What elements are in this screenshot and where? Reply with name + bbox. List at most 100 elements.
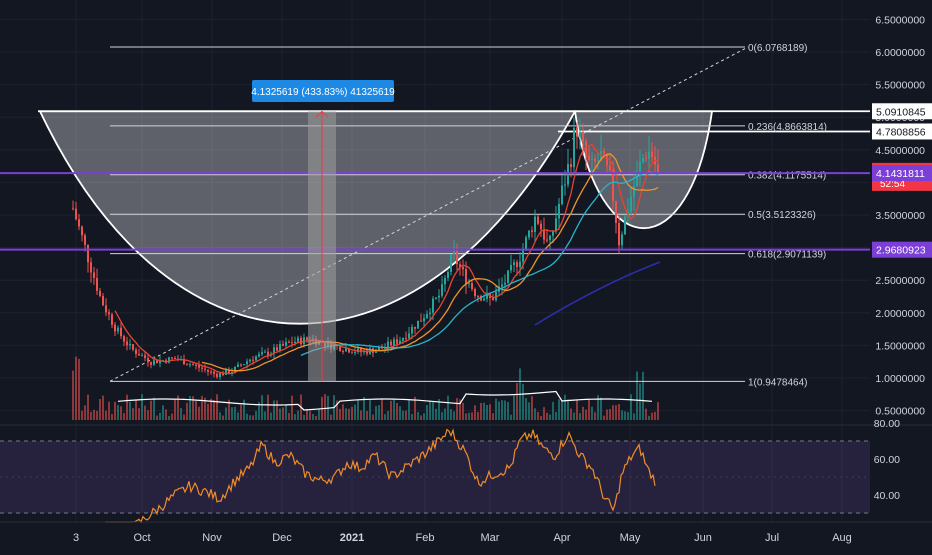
candle-body — [405, 337, 407, 339]
volume-bar — [246, 413, 248, 420]
candle-body — [543, 229, 545, 240]
volume-bar — [375, 406, 377, 420]
volume-bar — [498, 401, 500, 420]
price-axis-label: 2.0000000 — [875, 308, 925, 320]
volume-bar — [507, 401, 509, 420]
candle-body — [471, 283, 473, 289]
volume-bar — [87, 394, 89, 420]
volume-bar — [450, 409, 452, 420]
candle-body — [339, 345, 341, 352]
candle-body — [288, 342, 290, 344]
price-axis-label: 3.5000000 — [875, 210, 925, 222]
volume-bar — [234, 406, 236, 420]
volume-bar — [72, 370, 74, 420]
candle-body — [135, 349, 137, 355]
volume-bar — [444, 408, 446, 420]
candle-body — [213, 371, 215, 374]
volume-bar — [486, 404, 488, 420]
candle-body — [81, 226, 83, 236]
volume-bar — [381, 398, 383, 420]
volume-bar — [558, 399, 560, 420]
candle-body — [96, 278, 98, 291]
volume-bar — [171, 413, 173, 420]
candle-body — [174, 358, 176, 360]
time-axis-label: 3 — [73, 532, 79, 544]
price-axis-label: 6.5000000 — [875, 14, 925, 26]
candle-body — [111, 314, 113, 325]
candle-body — [444, 277, 446, 285]
candle-body — [633, 186, 635, 197]
ma-mid-line — [201, 152, 659, 372]
candle-body — [198, 365, 200, 368]
volume-bar — [429, 400, 431, 420]
volume-bar — [372, 414, 374, 420]
candle-body — [138, 354, 140, 356]
candle-body — [183, 358, 185, 365]
volume-bar — [534, 408, 536, 420]
candle-body — [75, 208, 77, 220]
volume-bar — [90, 411, 92, 420]
candle-body — [480, 296, 482, 301]
candle-body — [630, 196, 632, 212]
volume-bar — [603, 415, 605, 420]
candle-body — [360, 348, 362, 353]
fib-label: 0(6.0768189) — [748, 43, 808, 54]
price-axis-label: 0.5000000 — [875, 406, 925, 418]
candle-body — [459, 264, 461, 267]
candle-body — [474, 288, 476, 296]
volume-bar — [477, 412, 479, 420]
price-tag-box — [872, 241, 932, 258]
volume-bar — [573, 412, 575, 420]
time-axis-label: Feb — [416, 532, 435, 544]
ma-long-line — [534, 261, 661, 326]
candle-body — [564, 184, 566, 186]
candle-body — [426, 314, 428, 319]
volume-bar — [513, 395, 515, 420]
price-axis[interactable]: 6.50000006.00000005.50000005.00000004.50… — [872, 14, 932, 502]
candle-body — [108, 312, 110, 315]
volume-bar — [612, 405, 614, 420]
time-axis-label: Apr — [553, 532, 570, 544]
candle-body — [414, 326, 416, 329]
volume-bar — [480, 403, 482, 420]
candle-body — [519, 261, 521, 267]
candle-body — [597, 160, 599, 162]
volume-bar — [465, 413, 467, 420]
volume-bar — [435, 408, 437, 420]
volume-bar — [174, 399, 176, 420]
candle-body — [189, 364, 191, 366]
candle-body — [423, 318, 425, 322]
candle-body — [510, 264, 512, 271]
volume-bar — [162, 405, 164, 420]
candle-body — [168, 357, 170, 363]
drawings[interactable]: 4.1325619 (433.83%) 41325619 — [0, 80, 870, 382]
candle-body — [609, 165, 611, 171]
volume-bar — [303, 414, 305, 420]
candle-body — [345, 348, 347, 352]
volume-bar — [159, 412, 161, 420]
volume-bar — [525, 398, 527, 420]
candle-body — [582, 131, 584, 142]
time-axis-label: Dec — [272, 532, 292, 544]
candle-body — [513, 262, 515, 265]
volume-bar — [453, 411, 455, 420]
candle-body — [90, 262, 92, 273]
candle-body — [195, 364, 197, 366]
volume-bar — [504, 400, 506, 420]
volume-bar — [183, 414, 185, 420]
volume-bar — [186, 402, 188, 420]
volume-bar — [114, 401, 116, 420]
volume-bar — [123, 413, 125, 420]
volume-bar — [222, 415, 224, 420]
time-axis[interactable]: 3 Oct Nov Dec 2021 Feb Mar Apr May Jun Jul Aug — [0, 521, 932, 544]
candle-body — [99, 290, 101, 296]
volume-bar — [411, 413, 413, 420]
fibonacci-retracement[interactable]: 0(6.0768189) 0.236(4.8663814) 0.382(4.1175… — [110, 43, 827, 388]
volume-bar — [354, 404, 356, 420]
volume-bar — [195, 401, 197, 420]
time-axis-label: Nov — [202, 532, 222, 544]
volume-bar — [579, 413, 581, 420]
candle-body — [501, 284, 503, 287]
